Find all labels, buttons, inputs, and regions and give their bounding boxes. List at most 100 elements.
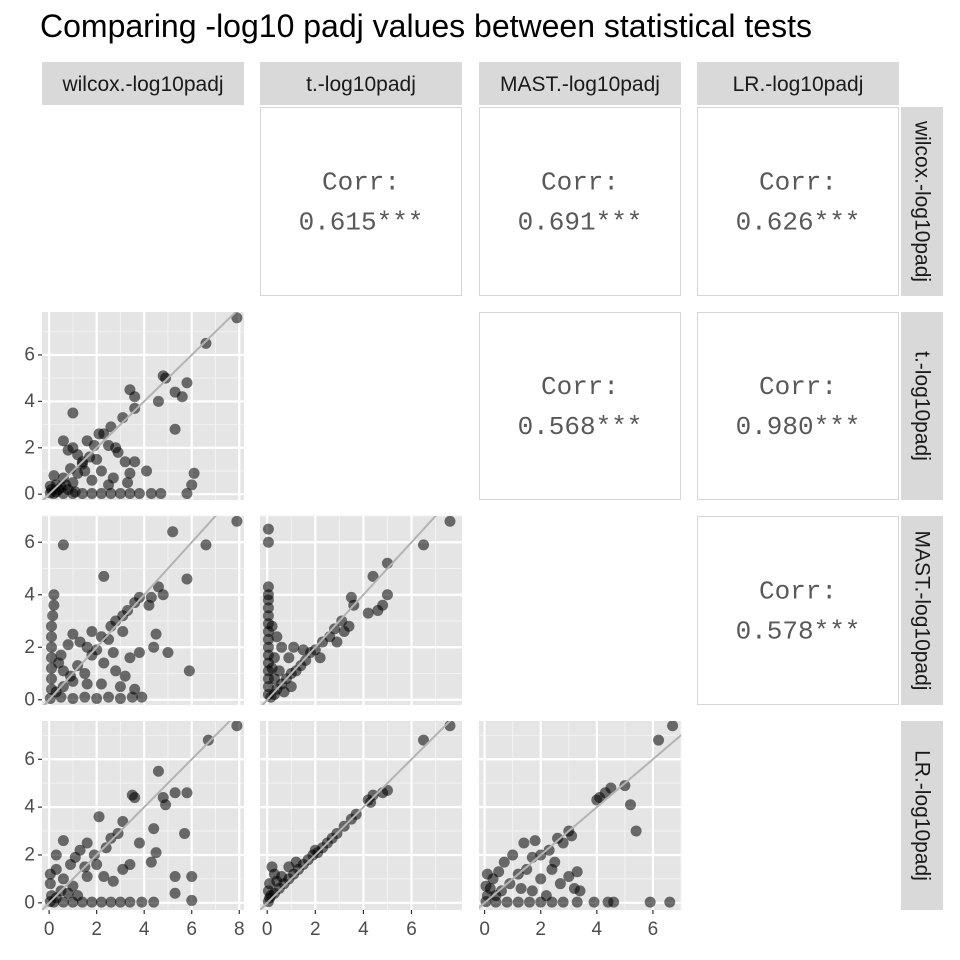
- data-point: [46, 641, 58, 653]
- y-tick-label: 6: [24, 749, 35, 770]
- scatter-panel-mast-log10padj-vs-t-log10padj: [260, 515, 462, 705]
- data-point: [162, 647, 174, 658]
- data-point: [114, 681, 126, 693]
- data-point: [46, 673, 58, 685]
- data-point: [268, 652, 280, 664]
- data-point: [181, 787, 193, 799]
- scatter-panel-mast-log10padj-vs-wilcox-log10padj: [42, 515, 244, 705]
- data-point: [86, 626, 98, 637]
- x-tick-label: 6: [186, 919, 197, 940]
- data-point: [481, 868, 493, 880]
- data-point: [119, 456, 131, 468]
- data-point: [88, 849, 100, 861]
- data-point: [67, 407, 79, 419]
- data-point: [515, 882, 527, 894]
- data-point: [200, 337, 212, 349]
- data-point: [95, 465, 107, 477]
- data-point: [124, 467, 136, 479]
- corr-value: 0.626***: [736, 208, 861, 238]
- data-point: [667, 721, 679, 732]
- scatter-panel-lr-log10padj-vs-t-log10padj: [260, 721, 462, 910]
- data-point: [81, 871, 93, 883]
- data-point: [268, 673, 280, 685]
- data-point: [574, 885, 586, 897]
- data-point: [262, 641, 274, 653]
- corr-panel: [697, 516, 899, 705]
- data-point: [630, 825, 642, 837]
- data-point: [95, 488, 107, 500]
- corr-label: Corr:: [541, 372, 619, 402]
- data-point: [329, 623, 341, 635]
- data-point: [176, 391, 188, 403]
- data-point: [81, 837, 93, 849]
- data-point: [157, 589, 169, 601]
- data-point: [231, 721, 243, 732]
- y-tick-label: 2: [24, 844, 35, 865]
- data-point: [91, 692, 103, 704]
- data-point: [150, 847, 162, 859]
- x-tick-label: 0: [44, 919, 55, 940]
- data-point: [57, 873, 69, 885]
- data-point: [117, 626, 129, 637]
- data-point: [69, 486, 81, 498]
- data-point: [103, 479, 115, 491]
- y-tick-label: 4: [24, 584, 35, 605]
- data-point: [74, 636, 86, 648]
- data-point: [266, 620, 278, 632]
- data-point: [105, 488, 117, 500]
- data-point: [44, 480, 56, 492]
- data-point: [129, 597, 141, 609]
- data-point: [160, 799, 172, 811]
- corr-panel: [479, 312, 681, 500]
- point-group: [44, 312, 243, 500]
- data-point: [644, 896, 656, 908]
- data-point: [588, 896, 600, 908]
- strip-right-wilcox-log10padj: [901, 107, 943, 296]
- data-point: [372, 605, 384, 616]
- y-tick-label: 6: [24, 532, 35, 553]
- data-point: [129, 402, 141, 414]
- data-point: [231, 312, 243, 324]
- x-tick-label: 0: [479, 919, 490, 940]
- point-group: [44, 721, 243, 908]
- corr-value: 0.568***: [518, 412, 643, 442]
- data-point: [331, 636, 343, 648]
- data-point: [119, 670, 131, 682]
- data-point: [343, 620, 355, 632]
- identity-line: [42, 312, 238, 500]
- data-point: [114, 488, 126, 500]
- data-point: [262, 633, 274, 645]
- strip-top-t-log10padj: [260, 62, 462, 105]
- data-point: [262, 536, 274, 548]
- data-point: [46, 620, 58, 632]
- data-point: [124, 859, 136, 871]
- data-point: [200, 539, 212, 551]
- data-point: [266, 662, 278, 674]
- corr-panel: [260, 107, 462, 296]
- data-point: [262, 523, 274, 535]
- data-point: [202, 734, 214, 746]
- data-point: [549, 856, 561, 868]
- corr-value: 0.578***: [736, 617, 861, 647]
- data-point: [81, 678, 93, 690]
- x-tick-label: 6: [648, 919, 659, 940]
- data-point: [290, 856, 302, 868]
- data-point: [48, 470, 60, 482]
- data-point: [57, 435, 69, 447]
- strip-right-lr-log10padj: [901, 721, 943, 910]
- data-point: [504, 878, 516, 890]
- data-point: [664, 896, 676, 908]
- data-point: [86, 474, 98, 486]
- identity-line: [42, 721, 232, 910]
- x-tick-label: 4: [139, 919, 150, 940]
- data-point: [53, 657, 65, 669]
- identity-line: [261, 516, 437, 705]
- data-point: [524, 896, 535, 908]
- data-point: [495, 885, 507, 897]
- data-point: [103, 691, 115, 703]
- data-point: [285, 681, 297, 693]
- data-point: [181, 488, 193, 500]
- data-point: [554, 878, 566, 890]
- strip-right-t-log10padj: [901, 312, 943, 500]
- strip-right-label: t.-log10padj: [911, 351, 934, 461]
